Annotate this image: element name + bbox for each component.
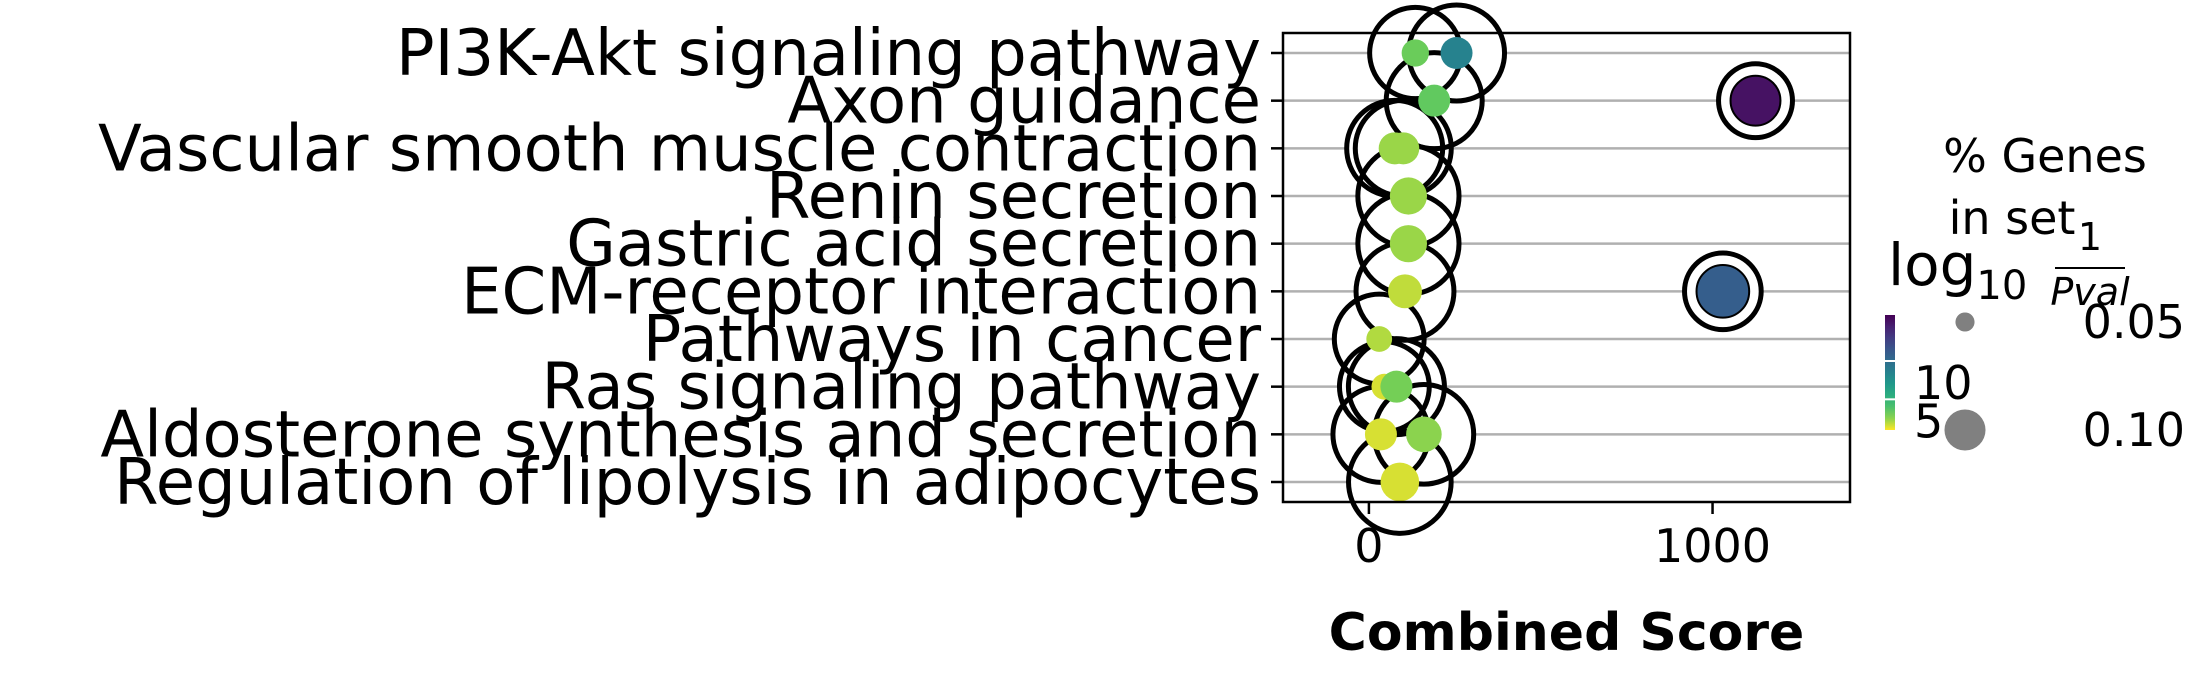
colorbar-title-log: log <box>1888 231 1976 299</box>
y-tick-label-aldosterone-synthesis-and-secretion: Aldosterone synthesis and secretion <box>100 398 1261 472</box>
y-tick-label-ras-signaling-pathway: Ras signaling pathway <box>541 351 1261 425</box>
colorbar-title-subscript: 10 <box>1976 263 2027 309</box>
point-vascular-smooth-muscle-contraction-5 <box>1387 132 1420 165</box>
point-aldosterone-synthesis-and-secretion-13 <box>1364 418 1397 451</box>
y-tick-label-renin-secretion: Renin secretion <box>766 160 1261 234</box>
point-renin-secretion-6 <box>1389 177 1428 215</box>
x-axis-label: Combined Score <box>1329 603 1805 663</box>
point-ecm-receptor-interaction-8 <box>1388 274 1422 309</box>
x-tick-label-0: 0 <box>1354 519 1383 573</box>
y-tick-label-regulation-of-lipolysis-in-adipocytes: Regulation of lipolysis in adipocytes <box>114 446 1261 520</box>
colorbar-tick-label-10: 10 <box>1914 356 1973 410</box>
point-ecm-receptor-interaction-9 <box>1695 264 1751 319</box>
point-halo-outline <box>1716 61 1795 141</box>
y-tick-label-axon-guidance: Axon guidance <box>787 65 1261 139</box>
colorbar-title-fraction-denominator: Pval <box>2050 270 2130 314</box>
size-legend-title-line2: in set <box>1949 191 2076 245</box>
size-legend-marker-0.10 <box>1944 409 1986 451</box>
point-halo-outline <box>1682 250 1764 333</box>
size-legend-label-0.05: 0.05 <box>2083 295 2185 349</box>
point-pi3k-akt-signaling-pathway-1 <box>1440 37 1473 69</box>
x-axis-ticks: 0 1000 <box>1354 502 1771 573</box>
size-legend: % Genes in set 0.05 0.10 <box>1943 129 2185 457</box>
colorbar-tick-label-5: 5 <box>1914 394 1943 448</box>
colorbar: log10 1 Pval 510 <box>1885 215 2130 448</box>
point-pathways-in-cancer-10 <box>1366 326 1393 352</box>
y-tick-label-pi3k-akt-signaling-pathway: PI3K-Akt signaling pathway <box>396 17 1261 91</box>
y-tick-label-gastric-acid-secretion: Gastric acid secretion <box>566 208 1261 282</box>
colorbar-gradient <box>1885 315 1895 430</box>
colorbar-title: log10 <box>1888 231 2027 309</box>
data-points <box>1364 37 1782 502</box>
point-axon-guidance-2 <box>1418 84 1451 117</box>
y-tick-label-ecm-receptor-interaction: ECM-receptor interaction <box>461 255 1261 329</box>
point-gastric-acid-secretion-7 <box>1389 225 1428 263</box>
plot-area-frame <box>1281 31 1852 504</box>
point-aldosterone-synthesis-and-secretion-14 <box>1406 416 1442 453</box>
size-legend-label-0.10: 0.10 <box>2083 403 2185 457</box>
point-ras-signaling-pathway-12 <box>1380 370 1413 403</box>
point-axon-guidance-3 <box>1729 74 1782 127</box>
y-tick-label-vascular-smooth-muscle-contraction: Vascular smooth muscle contraction <box>98 112 1261 186</box>
x-tick-label-1000: 1000 <box>1654 519 1771 573</box>
size-legend-entries: 0.05 0.10 <box>1944 295 2185 457</box>
point-halo-outline <box>1346 428 1454 536</box>
size-legend-marker-0.05 <box>1955 312 1975 332</box>
point-regulation-of-lipolysis-in-adipocytes-15 <box>1380 462 1420 502</box>
colorbar-title-fraction-numerator: 1 <box>2078 215 2102 259</box>
point-pi3k-akt-signaling-pathway-0 <box>1401 39 1429 67</box>
colorbar-ticks: 510 <box>1885 356 1973 448</box>
size-legend-title-line1: % Genes <box>1943 129 2147 183</box>
y-tick-label-pathways-in-cancer: Pathways in cancer <box>643 303 1262 377</box>
